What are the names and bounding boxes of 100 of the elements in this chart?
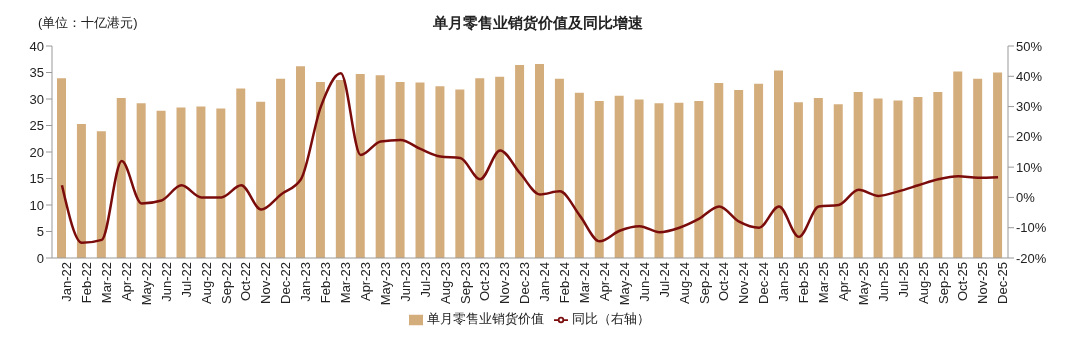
x-tick-label: Nov-24 <box>736 262 752 304</box>
text: (单位：十亿港元) <box>38 15 138 30</box>
x-tick-label: Dec-23 <box>517 262 533 304</box>
bar <box>634 99 644 258</box>
bar <box>853 92 863 258</box>
y2-tick-label: 30% <box>1016 99 1043 115</box>
y2-tick-label: 0% <box>1016 190 1036 206</box>
x-tick-label: May-24 <box>616 262 632 306</box>
x-tick-label: Jul-23 <box>417 262 433 298</box>
x-tick-label: Jun-25 <box>875 262 891 302</box>
x-tick-label: Mar-23 <box>338 262 354 304</box>
bar <box>993 72 1003 258</box>
bar <box>156 110 166 258</box>
x-tick-label: Sep-23 <box>457 262 473 304</box>
bar <box>953 71 963 258</box>
x-tick-label: May-23 <box>377 262 393 306</box>
x-tick-label: Jun-24 <box>636 262 652 302</box>
bar <box>296 66 305 258</box>
x-tick-label: Apr-23 <box>357 262 373 302</box>
y2-tick-label: 10% <box>1016 159 1043 175</box>
bar <box>276 78 286 258</box>
y-tick-label: 15 <box>29 171 44 187</box>
x-tick-label: Jan-25 <box>776 262 792 302</box>
bar <box>57 78 66 258</box>
x-tick-label: Aug-23 <box>437 262 453 304</box>
bar <box>415 82 425 258</box>
bar <box>893 100 903 258</box>
x-tick-label: Oct-25 <box>955 262 971 302</box>
bar <box>435 86 445 258</box>
bar <box>76 123 86 258</box>
y2-tick-label: -20% <box>1016 250 1047 266</box>
x-tick-label: Dec-22 <box>278 262 294 304</box>
bar <box>495 76 505 258</box>
x-tick-label: Aug-25 <box>915 262 931 304</box>
x-tick-label: Sep-24 <box>696 262 712 304</box>
y2-tick-label: 50% <box>1016 38 1043 54</box>
y-tick-label: 5 <box>36 224 44 240</box>
x-tick-label: Oct-24 <box>716 262 732 302</box>
x-tick-label: Mar-24 <box>577 262 593 304</box>
x-tick-label: Sep-22 <box>218 262 234 304</box>
bar <box>734 89 744 258</box>
y-tick-label: 35 <box>29 65 44 81</box>
x-tick-label: Feb-25 <box>796 262 812 304</box>
legend-label: 单月零售业销货价值 <box>426 311 544 326</box>
x-tick-label: Sep-25 <box>935 262 951 304</box>
x-tick-label: Nov-25 <box>975 262 991 304</box>
x-tick-label: Oct-22 <box>238 262 254 302</box>
y-tick-label: 30 <box>29 91 44 107</box>
y-tick-label: 0 <box>36 250 44 266</box>
bar <box>754 83 764 258</box>
x-tick-label: Jun-22 <box>158 262 174 302</box>
y-tick-label: 40 <box>29 38 44 54</box>
y2-tick-label: -10% <box>1016 220 1047 236</box>
bar <box>933 92 943 258</box>
chart-title: 单月零售业销货价值及同比增速 <box>433 14 643 31</box>
y-tick-label: 20 <box>29 144 44 160</box>
bar <box>594 101 604 258</box>
bar <box>535 64 544 258</box>
bar <box>315 82 325 258</box>
y2-tick-label: 20% <box>1016 129 1043 145</box>
bar <box>196 106 206 258</box>
x-tick-label: Jul-22 <box>178 262 194 298</box>
x-tick-label: Jul-24 <box>656 262 672 298</box>
y-tick-label: 10 <box>29 197 44 213</box>
bar <box>793 102 803 258</box>
x-tick-label: Dec-24 <box>756 262 772 304</box>
bar <box>515 65 525 258</box>
bar <box>813 97 823 258</box>
x-tick-label: May-22 <box>138 262 154 306</box>
bar <box>913 96 923 258</box>
x-tick-label: Apr-22 <box>118 262 134 302</box>
x-tick-label: Dec-25 <box>995 262 1011 304</box>
x-tick-label: Mar-22 <box>99 262 115 304</box>
bar <box>256 101 266 258</box>
y2-tick-label: 40% <box>1016 68 1043 84</box>
x-tick-label: May-25 <box>855 262 871 306</box>
x-tick-label: Feb-23 <box>318 262 334 304</box>
y-tick-label: 25 <box>29 118 44 134</box>
bar <box>654 103 664 258</box>
x-tick-label: Nov-22 <box>258 262 274 304</box>
bar <box>475 78 485 258</box>
x-tick-label: Apr-25 <box>835 262 851 302</box>
x-tick-label: Feb-24 <box>557 262 573 304</box>
bar <box>355 74 365 258</box>
x-tick-label: Jan-22 <box>59 262 75 302</box>
x-tick-label: Apr-24 <box>596 262 612 302</box>
x-tick-label: Aug-24 <box>676 262 692 304</box>
bar <box>873 98 883 258</box>
bar <box>375 75 385 258</box>
bar <box>694 101 704 258</box>
bar <box>335 79 345 258</box>
bar <box>774 70 783 258</box>
line-series <box>60 72 1000 245</box>
x-tick-label: Mar-25 <box>816 262 832 304</box>
x-tick-label: Jan-24 <box>537 262 553 302</box>
bar <box>136 103 146 258</box>
bar <box>833 104 843 258</box>
x-tick-label: Jul-25 <box>895 262 911 298</box>
bar <box>395 82 405 258</box>
bar <box>216 108 226 258</box>
